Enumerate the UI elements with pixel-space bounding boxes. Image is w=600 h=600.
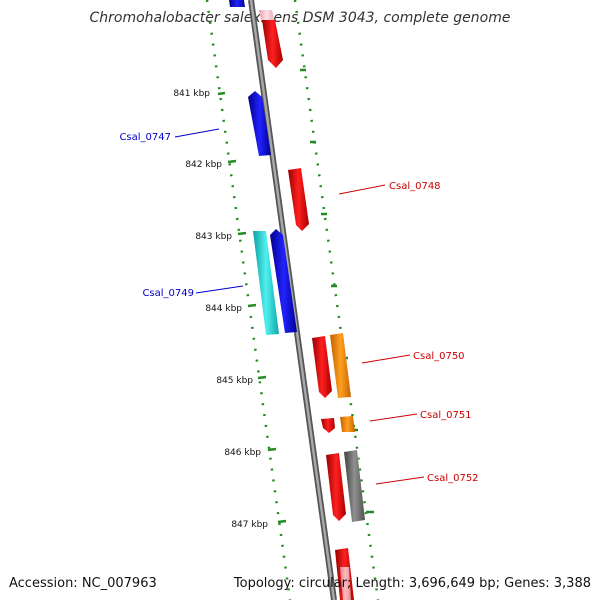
- gene-csal-0749[interactable]: [270, 229, 297, 333]
- tick-label-842: 842 kbp: [185, 160, 222, 170]
- label-connector-csal-0750: [361, 354, 411, 364]
- tick-label-843: 843 kbp: [195, 232, 232, 242]
- topology-summary: Topology: circular; Length: 3,696,649 bp…: [233, 576, 591, 591]
- gene-top-red[interactable]: [262, 20, 283, 68]
- gene-label-csal-0751[interactable]: Csal_0751: [420, 410, 472, 421]
- gene-csal-0750-red[interactable]: [312, 336, 332, 398]
- tick-label-841: 841 kbp: [173, 89, 210, 99]
- label-connector-csal-0749: [195, 285, 244, 294]
- label-connector-csal-0751: [369, 413, 418, 422]
- gene-label-csal-0750[interactable]: Csal_0750: [413, 351, 465, 362]
- gene-csal-0751-red[interactable]: [321, 418, 335, 433]
- tick-mark-847: [277, 519, 287, 524]
- tick-mark-841: [217, 91, 226, 96]
- outer-track-boundary: [293, 0, 380, 600]
- gene-csal-0752-red[interactable]: [326, 453, 346, 521]
- gene-top-pink[interactable]: [259, 10, 274, 20]
- gene-top-blue[interactable]: [229, 0, 245, 7]
- gene-csal-0748[interactable]: [288, 168, 309, 231]
- map-title: Chromohalobacter salexigens DSM 3043, co…: [90, 10, 511, 26]
- gene-csal-0750[interactable]: [330, 333, 351, 398]
- tick-label-844: 844 kbp: [205, 304, 242, 314]
- gene-bottom-pink[interactable]: [340, 567, 351, 600]
- label-connector-csal-0748: [338, 184, 386, 195]
- gene-label-csal-0747[interactable]: Csal_0747: [119, 132, 171, 143]
- tick-mark-846: [267, 447, 277, 452]
- tick-mark-842: [227, 159, 237, 164]
- gene-csal-0752[interactable]: [344, 450, 365, 522]
- label-connector-csal-0752: [375, 476, 425, 485]
- inner-track-boundary: [205, 0, 292, 600]
- gene-csal-0749-rna[interactable]: [253, 231, 279, 335]
- gene-label-csal-0748[interactable]: Csal_0748: [389, 181, 441, 192]
- label-connector-csal-0747: [174, 128, 220, 138]
- tick-mark-845: [257, 375, 267, 380]
- genome-backbone-highlight: [249, 0, 336, 600]
- gene-csal-0751[interactable]: [340, 416, 355, 432]
- gene-csal-0747[interactable]: [248, 91, 271, 156]
- accession-label: Accession: NC_007963: [9, 576, 157, 591]
- tick-mark-844: [247, 303, 257, 308]
- gene-label-csal-0752[interactable]: Csal_0752: [427, 473, 479, 484]
- tick-label-847: 847 kbp: [231, 520, 268, 530]
- tick-label-846: 846 kbp: [224, 448, 261, 458]
- tick-mark-843: [237, 231, 247, 236]
- tick-label-845: 845 kbp: [216, 376, 253, 386]
- gene-label-csal-0749[interactable]: Csal_0749: [142, 288, 194, 299]
